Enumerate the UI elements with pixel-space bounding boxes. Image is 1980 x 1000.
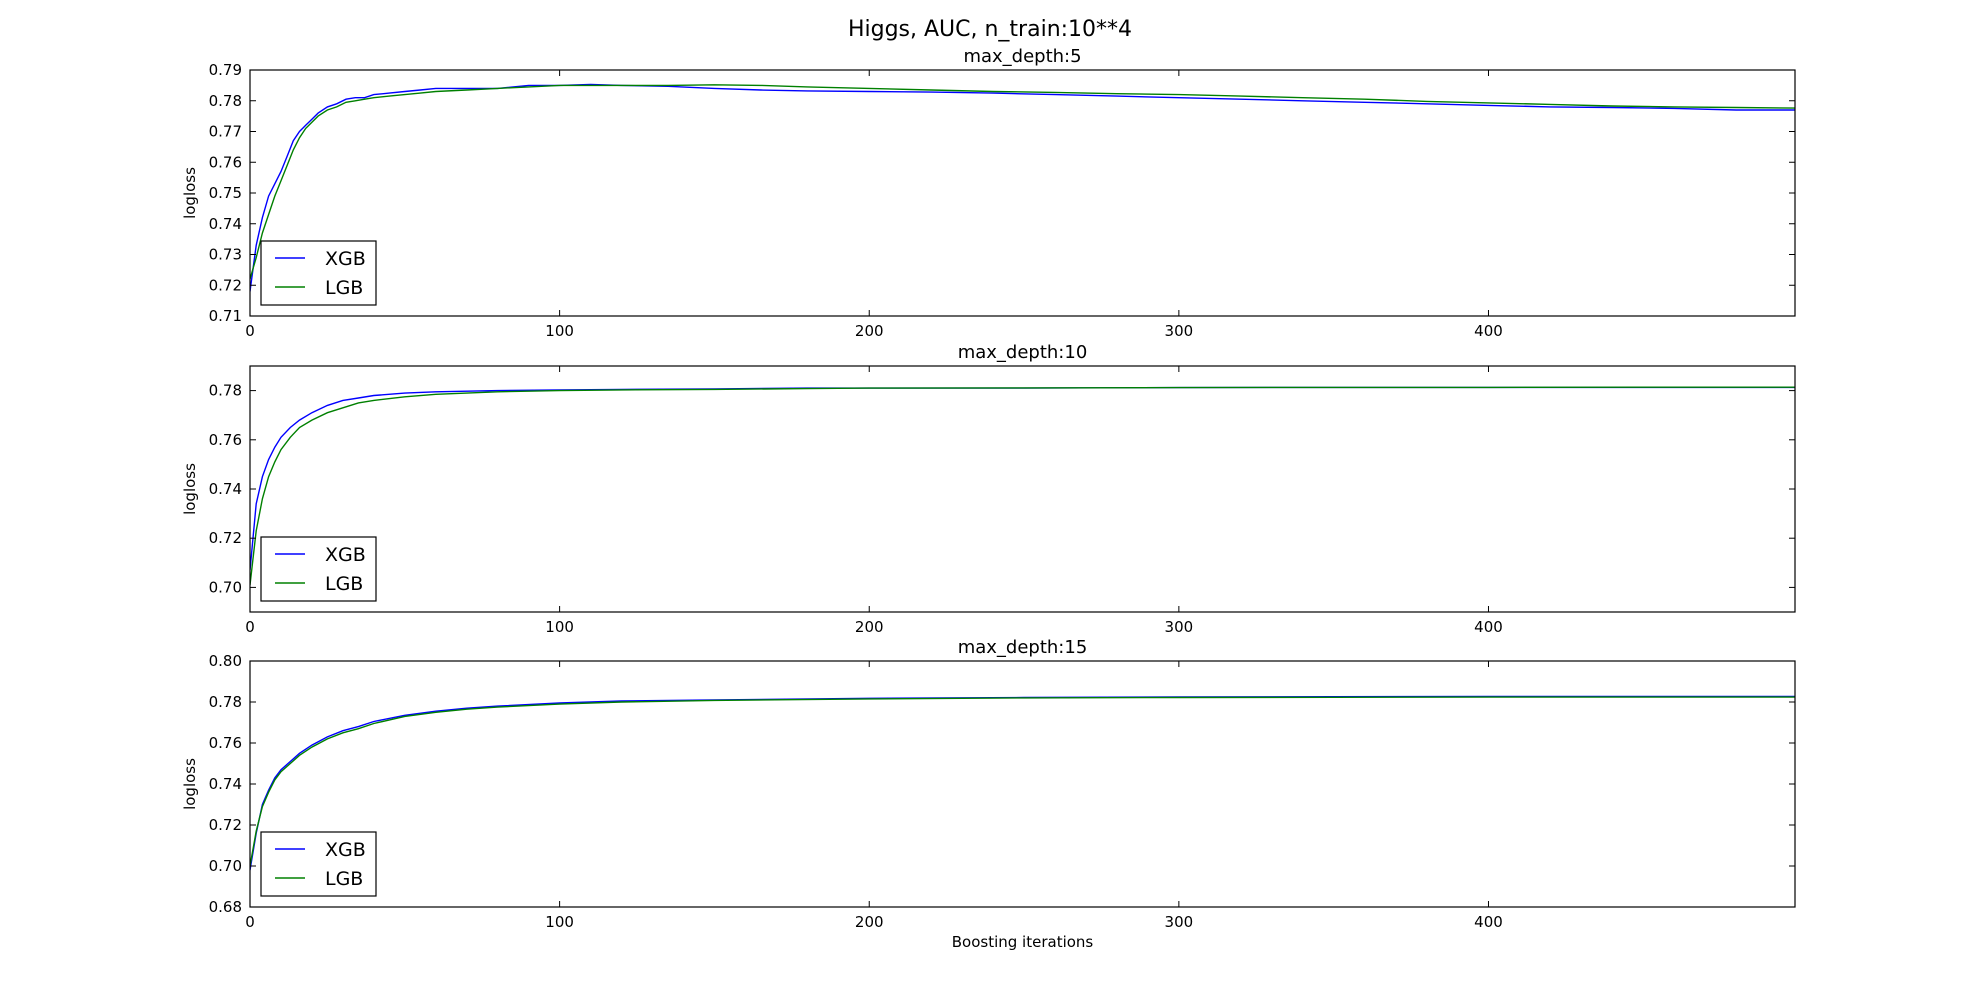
y-tick-label: 0.68 xyxy=(209,898,242,916)
x-tick-label: 0 xyxy=(245,322,255,340)
y-axis-label: logloss xyxy=(181,758,199,810)
series-line-lgb xyxy=(250,696,1795,867)
legend-label-xgb: XGB xyxy=(325,544,366,566)
legend-label-xgb: XGB xyxy=(325,248,366,270)
y-tick-label: 0.70 xyxy=(209,857,242,875)
legend-box xyxy=(260,536,377,602)
x-tick-label: 300 xyxy=(1165,913,1194,931)
x-tick-label: 0 xyxy=(245,913,255,931)
figure-title: Higgs, AUC, n_train:10**4 xyxy=(848,17,1132,42)
legend-box xyxy=(260,240,377,306)
y-tick-label: 0.72 xyxy=(209,529,242,547)
y-tick-label: 0.78 xyxy=(209,382,242,400)
y-tick-label: 0.72 xyxy=(209,276,242,294)
x-tick-label: 300 xyxy=(1165,322,1194,340)
series-line-lgb xyxy=(250,84,1795,280)
panel-2: 0 100 200 300 400 0.70 0.72 0.74 0.76 0.78 max_dep… xyxy=(181,342,1796,636)
axes-frame xyxy=(249,365,1796,613)
series-line-xgb xyxy=(250,83,1795,292)
panel-title: max_depth:10 xyxy=(958,342,1088,363)
x-tick-label: 200 xyxy=(855,913,884,931)
chart-panels: 0 100 200 300 400 0.71 0.72 0.73 0.74 0.75 0.76 0.7… xyxy=(181,46,1796,951)
y-tick-label: 0.79 xyxy=(209,61,242,79)
series-line-lgb xyxy=(250,386,1795,585)
x-tick-label: 100 xyxy=(545,322,574,340)
x-tick-label: 400 xyxy=(1474,618,1503,636)
y-tick-label: 0.76 xyxy=(209,431,242,449)
y-tick-label: 0.80 xyxy=(209,652,242,670)
legend-label-lgb: LGB xyxy=(325,277,363,299)
x-tick-label: 400 xyxy=(1474,913,1503,931)
y-tick-label: 0.74 xyxy=(209,775,242,793)
legend: XGB LGB xyxy=(260,536,377,602)
x-tick-label: 200 xyxy=(855,618,884,636)
y-tick-label: 0.77 xyxy=(209,123,242,141)
y-tick-label: 0.75 xyxy=(209,184,242,202)
x-tick-label: 400 xyxy=(1474,322,1503,340)
x-tick-label: 300 xyxy=(1165,618,1194,636)
series-line-xgb xyxy=(250,695,1795,871)
y-tick-label: 0.70 xyxy=(209,578,242,596)
y-tick-label: 0.72 xyxy=(209,816,242,834)
x-tick-label: 100 xyxy=(545,913,574,931)
legend-box xyxy=(260,831,377,897)
legend: XGB LGB xyxy=(260,831,377,897)
x-tick-label: 0 xyxy=(245,618,255,636)
legend-label-lgb: LGB xyxy=(325,868,363,890)
y-axis-label: logloss xyxy=(181,463,199,515)
panel-title: max_depth:5 xyxy=(963,46,1081,67)
y-tick-label: 0.73 xyxy=(209,246,242,264)
panel-3: 0 100 200 300 400 0.68 0.70 0.72 0.74 0.76 0.78 0.8… xyxy=(181,637,1796,951)
y-tick-label: 0.76 xyxy=(209,153,242,171)
legend-label-lgb: LGB xyxy=(325,573,363,595)
y-tick-label: 0.74 xyxy=(209,480,242,498)
y-tick-label: 0.74 xyxy=(209,215,242,233)
y-tick-label: 0.71 xyxy=(209,307,242,325)
x-axis-label: Boosting iterations xyxy=(952,933,1094,951)
legend: XGB LGB xyxy=(260,240,377,306)
x-tick-label: 100 xyxy=(545,618,574,636)
y-tick-label: 0.76 xyxy=(209,734,242,752)
legend-label-xgb: XGB xyxy=(325,839,366,861)
y-axis-label: logloss xyxy=(181,167,199,219)
series-line-xgb xyxy=(250,386,1795,571)
x-tick-label: 200 xyxy=(855,322,884,340)
y-tick-label: 0.78 xyxy=(209,693,242,711)
panel-title: max_depth:15 xyxy=(958,637,1088,658)
y-tick-label: 0.78 xyxy=(209,92,242,110)
panel-1: 0 100 200 300 400 0.71 0.72 0.73 0.74 0.75 0.76 0.7… xyxy=(181,46,1796,340)
